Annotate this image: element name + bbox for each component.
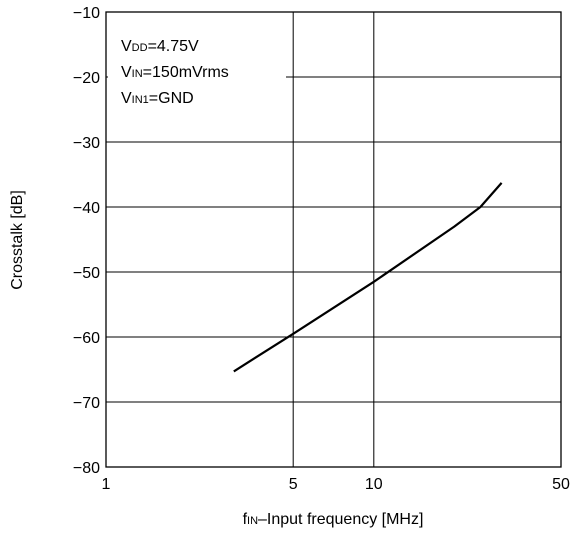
y-axis-label: Crosstalk [dB] — [9, 190, 26, 290]
x-tick-label: 5 — [289, 476, 298, 493]
conditions-box: VDD=4.75V VIN=150mVrms VIN1=GND — [108, 28, 286, 112]
x-tick-label: 1 — [102, 476, 111, 493]
x-tick-labels: 1 5 10 50 — [102, 476, 570, 493]
condition-vdd: VDD=4.75V — [121, 38, 199, 55]
conditions-background — [108, 28, 286, 112]
y-tick-label: −60 — [73, 330, 100, 347]
series-line — [233, 182, 503, 373]
plot-frame — [105, 11, 562, 468]
y-tick-label: −30 — [73, 135, 100, 152]
series-group — [233, 182, 503, 373]
x-tick-label: 10 — [365, 476, 383, 493]
y-tick-label: −80 — [73, 460, 100, 477]
x-axis-label: fIN–Input frequency [MHz] — [243, 511, 424, 528]
y-tick-label: −20 — [73, 70, 100, 87]
condition-vin1: VIN1=GND — [121, 90, 194, 107]
condition-vin: VIN=150mVrms — [121, 64, 229, 81]
y-tick-label: −50 — [73, 265, 100, 282]
y-tick-label: −70 — [73, 395, 100, 412]
x-tick-label: 50 — [552, 476, 570, 493]
y-tick-label: −40 — [73, 200, 100, 217]
y-tick-labels: −10 −20 −30 −40 −50 −60 −70 −80 — [73, 5, 100, 477]
y-tick-label: −10 — [73, 5, 100, 22]
